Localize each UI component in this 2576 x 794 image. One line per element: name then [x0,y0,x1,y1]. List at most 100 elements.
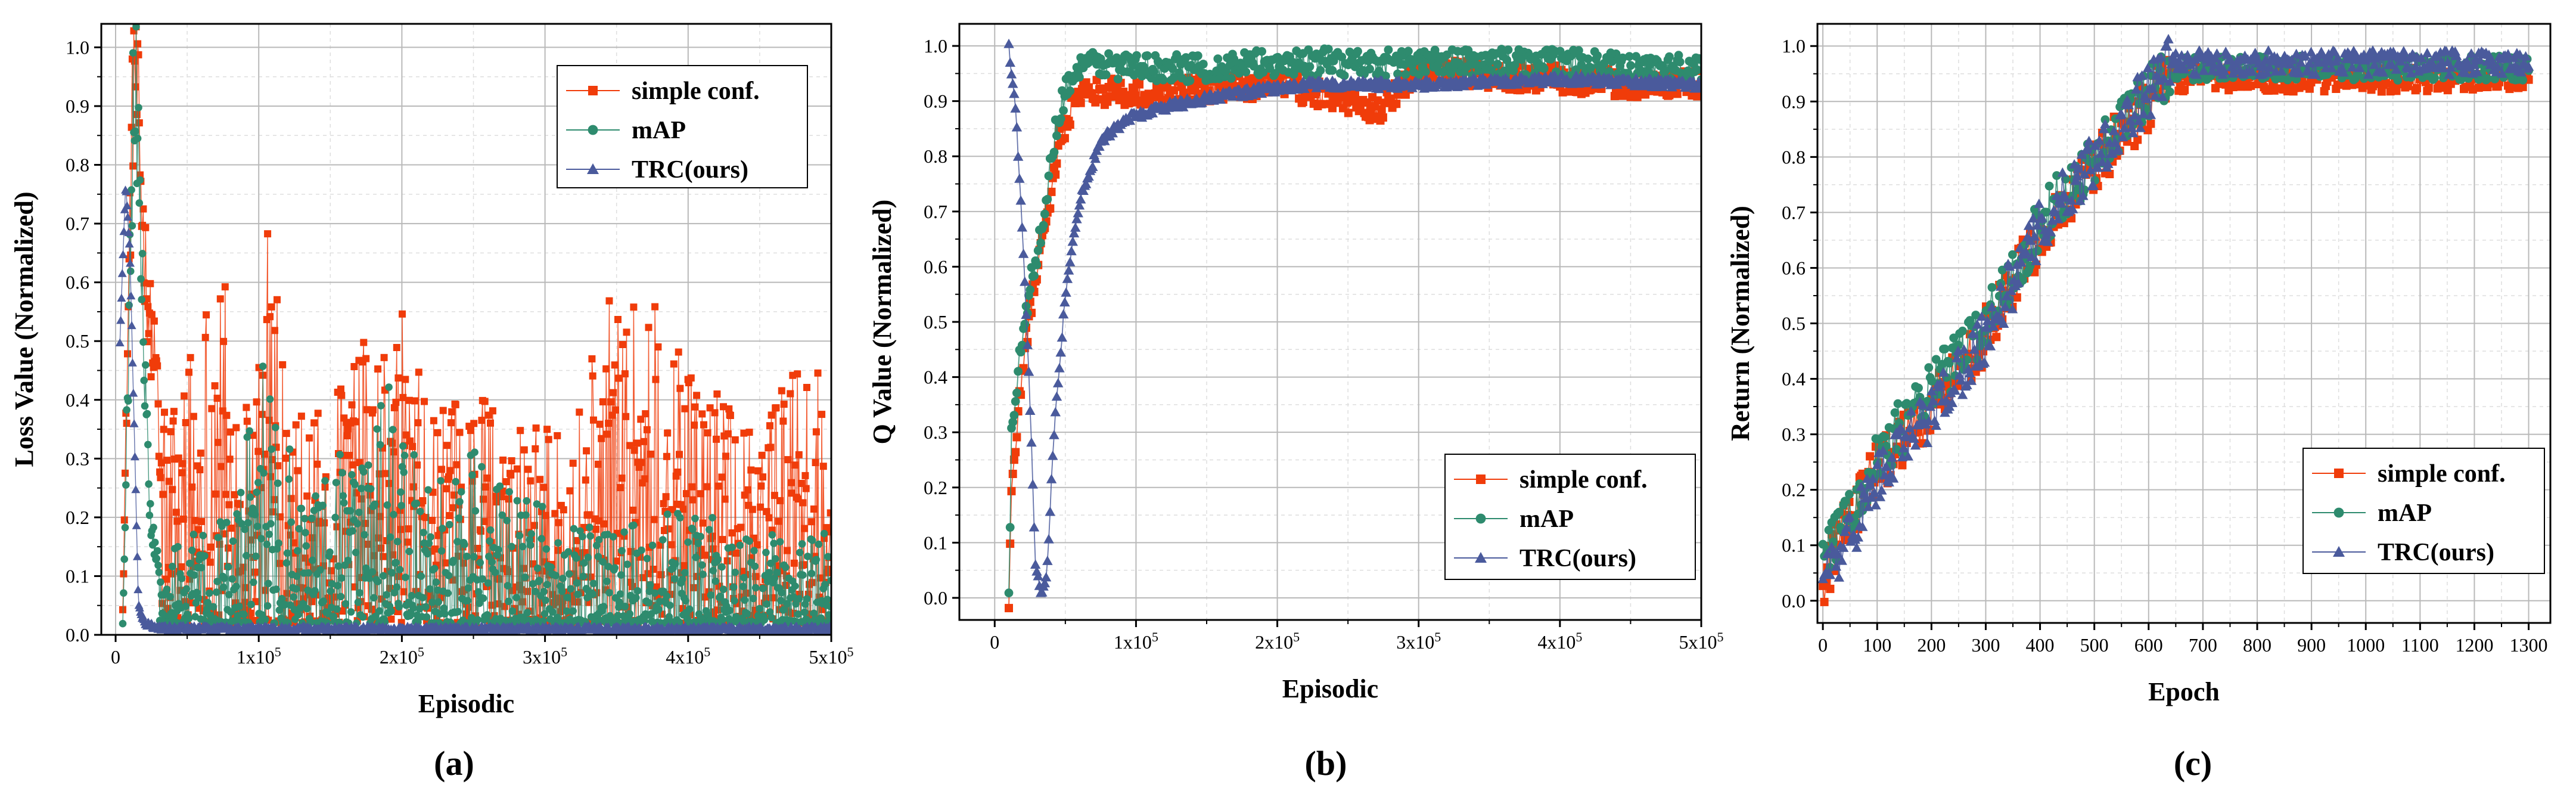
data-point-map [226,608,235,616]
data-point-simple_conf [766,422,773,430]
data-point-map [295,525,303,533]
data-point-map [272,423,279,432]
data-point-map [827,576,831,585]
data-point-map [422,613,431,621]
data-point-map [420,529,427,536]
data-point-simple_conf [801,472,809,479]
data-point-map [533,565,542,572]
data-point-simple_conf [452,401,459,408]
data-point-map [285,475,293,483]
data-point-map [756,604,764,613]
data-point-map [1583,54,1593,64]
data-point-simple_conf [321,519,328,527]
data-point-trc [124,228,133,237]
data-point-map [437,547,446,555]
data-point-simple_conf [1693,92,1701,101]
data-point-map [1421,67,1430,76]
data-point-simple_conf [680,562,688,569]
data-point-map [454,607,462,616]
data-point-map [508,607,517,615]
data-point-map [672,560,679,568]
data-point-trc [1071,213,1082,224]
data-point-map [326,548,334,556]
data-point-map [292,585,300,593]
data-point-trc [1010,103,1021,113]
data-point-trc [1147,108,1158,117]
data-point-simple_conf [188,483,196,491]
data-point-simple_conf [179,515,187,523]
data-point-simple_conf [160,426,167,433]
data-point-map [1241,67,1251,77]
y-tick-label: 0.6 [66,272,89,293]
data-point-simple_conf [779,417,787,425]
data-point-simple_conf [2146,119,2155,128]
data-point-trc [1037,587,1048,597]
data-point-map [396,566,404,573]
data-point-map [626,610,634,618]
data-point-simple_conf [448,408,456,415]
data-point-map [646,581,654,589]
data-point-trc [116,315,126,324]
data-point-map [154,562,162,569]
data-point-trc [1017,222,1028,232]
data-point-map [138,250,147,258]
data-point-map [1040,209,1049,219]
data-point-simple_conf [167,570,175,578]
data-point-map [377,402,385,410]
data-point-simple_conf [576,408,583,416]
data-point-simple_conf [297,412,305,420]
data-point-simple_conf [292,421,300,429]
data-point-simple_conf [762,594,770,602]
data-point-map [153,554,161,563]
plot-frame [100,23,832,636]
data-point-simple_conf [346,452,353,459]
data-point-trc [1033,570,1043,581]
data-point-map [645,598,652,607]
data-point-map [136,176,144,184]
data-point-simple_conf [122,469,129,477]
data-point-simple_conf [791,461,799,469]
y-tick-label: 0.0 [924,587,947,609]
data-point-map [739,582,747,591]
data-point-map [1337,52,1347,61]
data-point-trc [117,269,127,277]
data-point-map [471,507,480,515]
data-point-map [804,553,812,560]
data-point-map [356,589,363,597]
data-point-simple_conf [243,417,251,425]
data-point-map [468,471,476,479]
x-axis-title: Episodic [418,689,514,718]
data-point-map [361,531,368,539]
data-point-map [354,598,362,606]
data-point-simple_conf [748,505,756,513]
data-point-map [554,539,562,547]
data-point-simple_conf [718,473,726,481]
data-point-simple_conf [819,606,826,613]
data-point-map [319,501,327,510]
data-point-map [1493,60,1502,69]
data-point-map [498,511,507,519]
data-point-map [267,520,275,528]
data-point-map [1249,61,1259,71]
series-map [119,24,831,628]
data-point-simple_conf [223,411,231,419]
data-point-map [1316,66,1325,75]
data-point-map [395,603,403,611]
data-point-map [397,488,405,496]
data-point-map [1353,46,1362,56]
data-point-map [1012,388,1021,398]
data-point-simple_conf [770,492,778,500]
data-point-simple_conf [505,495,512,503]
data-point-map [228,575,237,583]
data-point-trc [1028,522,1040,532]
data-point-map [157,578,164,586]
data-point-simple_conf [2382,79,2391,88]
data-point-trc [1124,115,1136,125]
data-point-map [573,579,581,587]
data-point-map [260,469,268,477]
x-axis-title: Episodic [1282,674,1378,703]
data-point-simple_conf [282,454,290,462]
data-point-map [778,588,786,597]
data-point-simple_conf [445,473,452,480]
data-point-simple_conf [393,344,400,351]
